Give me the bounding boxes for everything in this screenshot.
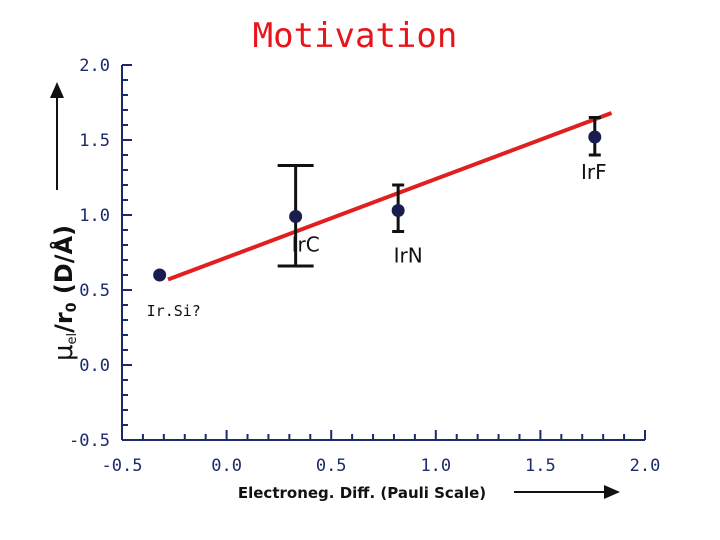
y-axis-title: μel/r0 (D/Å) bbox=[49, 225, 80, 361]
y-tick-label: 1.0 bbox=[79, 206, 110, 226]
data-point bbox=[588, 130, 602, 144]
y-tick-label: -0.5 bbox=[69, 431, 110, 451]
y-axis-arrow bbox=[50, 82, 64, 190]
chart-title: Motivation bbox=[253, 16, 458, 56]
x-tick-label: 0.5 bbox=[316, 456, 347, 476]
point-label: IrC bbox=[292, 233, 320, 257]
y-label-sub2: 0 bbox=[64, 302, 80, 312]
y-label-mu: μ bbox=[49, 345, 79, 362]
y-tick-label: 0.0 bbox=[79, 356, 110, 376]
y-label-unit: (D/Å) bbox=[49, 225, 78, 303]
data-points: Ir.Si? IrC IrN IrF bbox=[147, 116, 607, 320]
y-label-sub: el bbox=[65, 333, 80, 345]
x-tick-label: -0.5 bbox=[102, 456, 143, 476]
y-tick-label: 2.0 bbox=[79, 56, 110, 76]
y-tick-label: 1.5 bbox=[79, 131, 110, 151]
y-label-mid: /r bbox=[50, 312, 78, 333]
x-tick-label: 0.0 bbox=[211, 456, 242, 476]
axes bbox=[121, 65, 645, 441]
data-point bbox=[391, 204, 405, 217]
fit-line bbox=[167, 111, 613, 282]
tick-marks bbox=[121, 64, 646, 441]
data-point bbox=[153, 268, 167, 282]
point-label: IrN bbox=[394, 244, 423, 268]
y-tick-label: 0.5 bbox=[79, 281, 110, 301]
point-label: IrF bbox=[581, 160, 607, 184]
data-point bbox=[289, 210, 303, 223]
x-tick-label: 1.5 bbox=[525, 456, 556, 476]
fit-line-group bbox=[167, 111, 613, 282]
x-tick-label: 2.0 bbox=[630, 456, 661, 476]
x-tick-label: 1.0 bbox=[420, 456, 451, 476]
x-axis-title: Electroneg. Diff. (Pauli Scale) bbox=[238, 484, 486, 502]
tick-labels: -0.5 0.0 0.5 1.0 1.5 2.0 -0.5 0.0 0.5 1.0 1.5 2.0 bbox=[69, 56, 660, 476]
x-axis-arrow bbox=[514, 485, 620, 499]
y-axis-title-group: μel/r0 (D/Å) bbox=[49, 225, 80, 361]
point-label: Ir.Si? bbox=[147, 302, 201, 320]
